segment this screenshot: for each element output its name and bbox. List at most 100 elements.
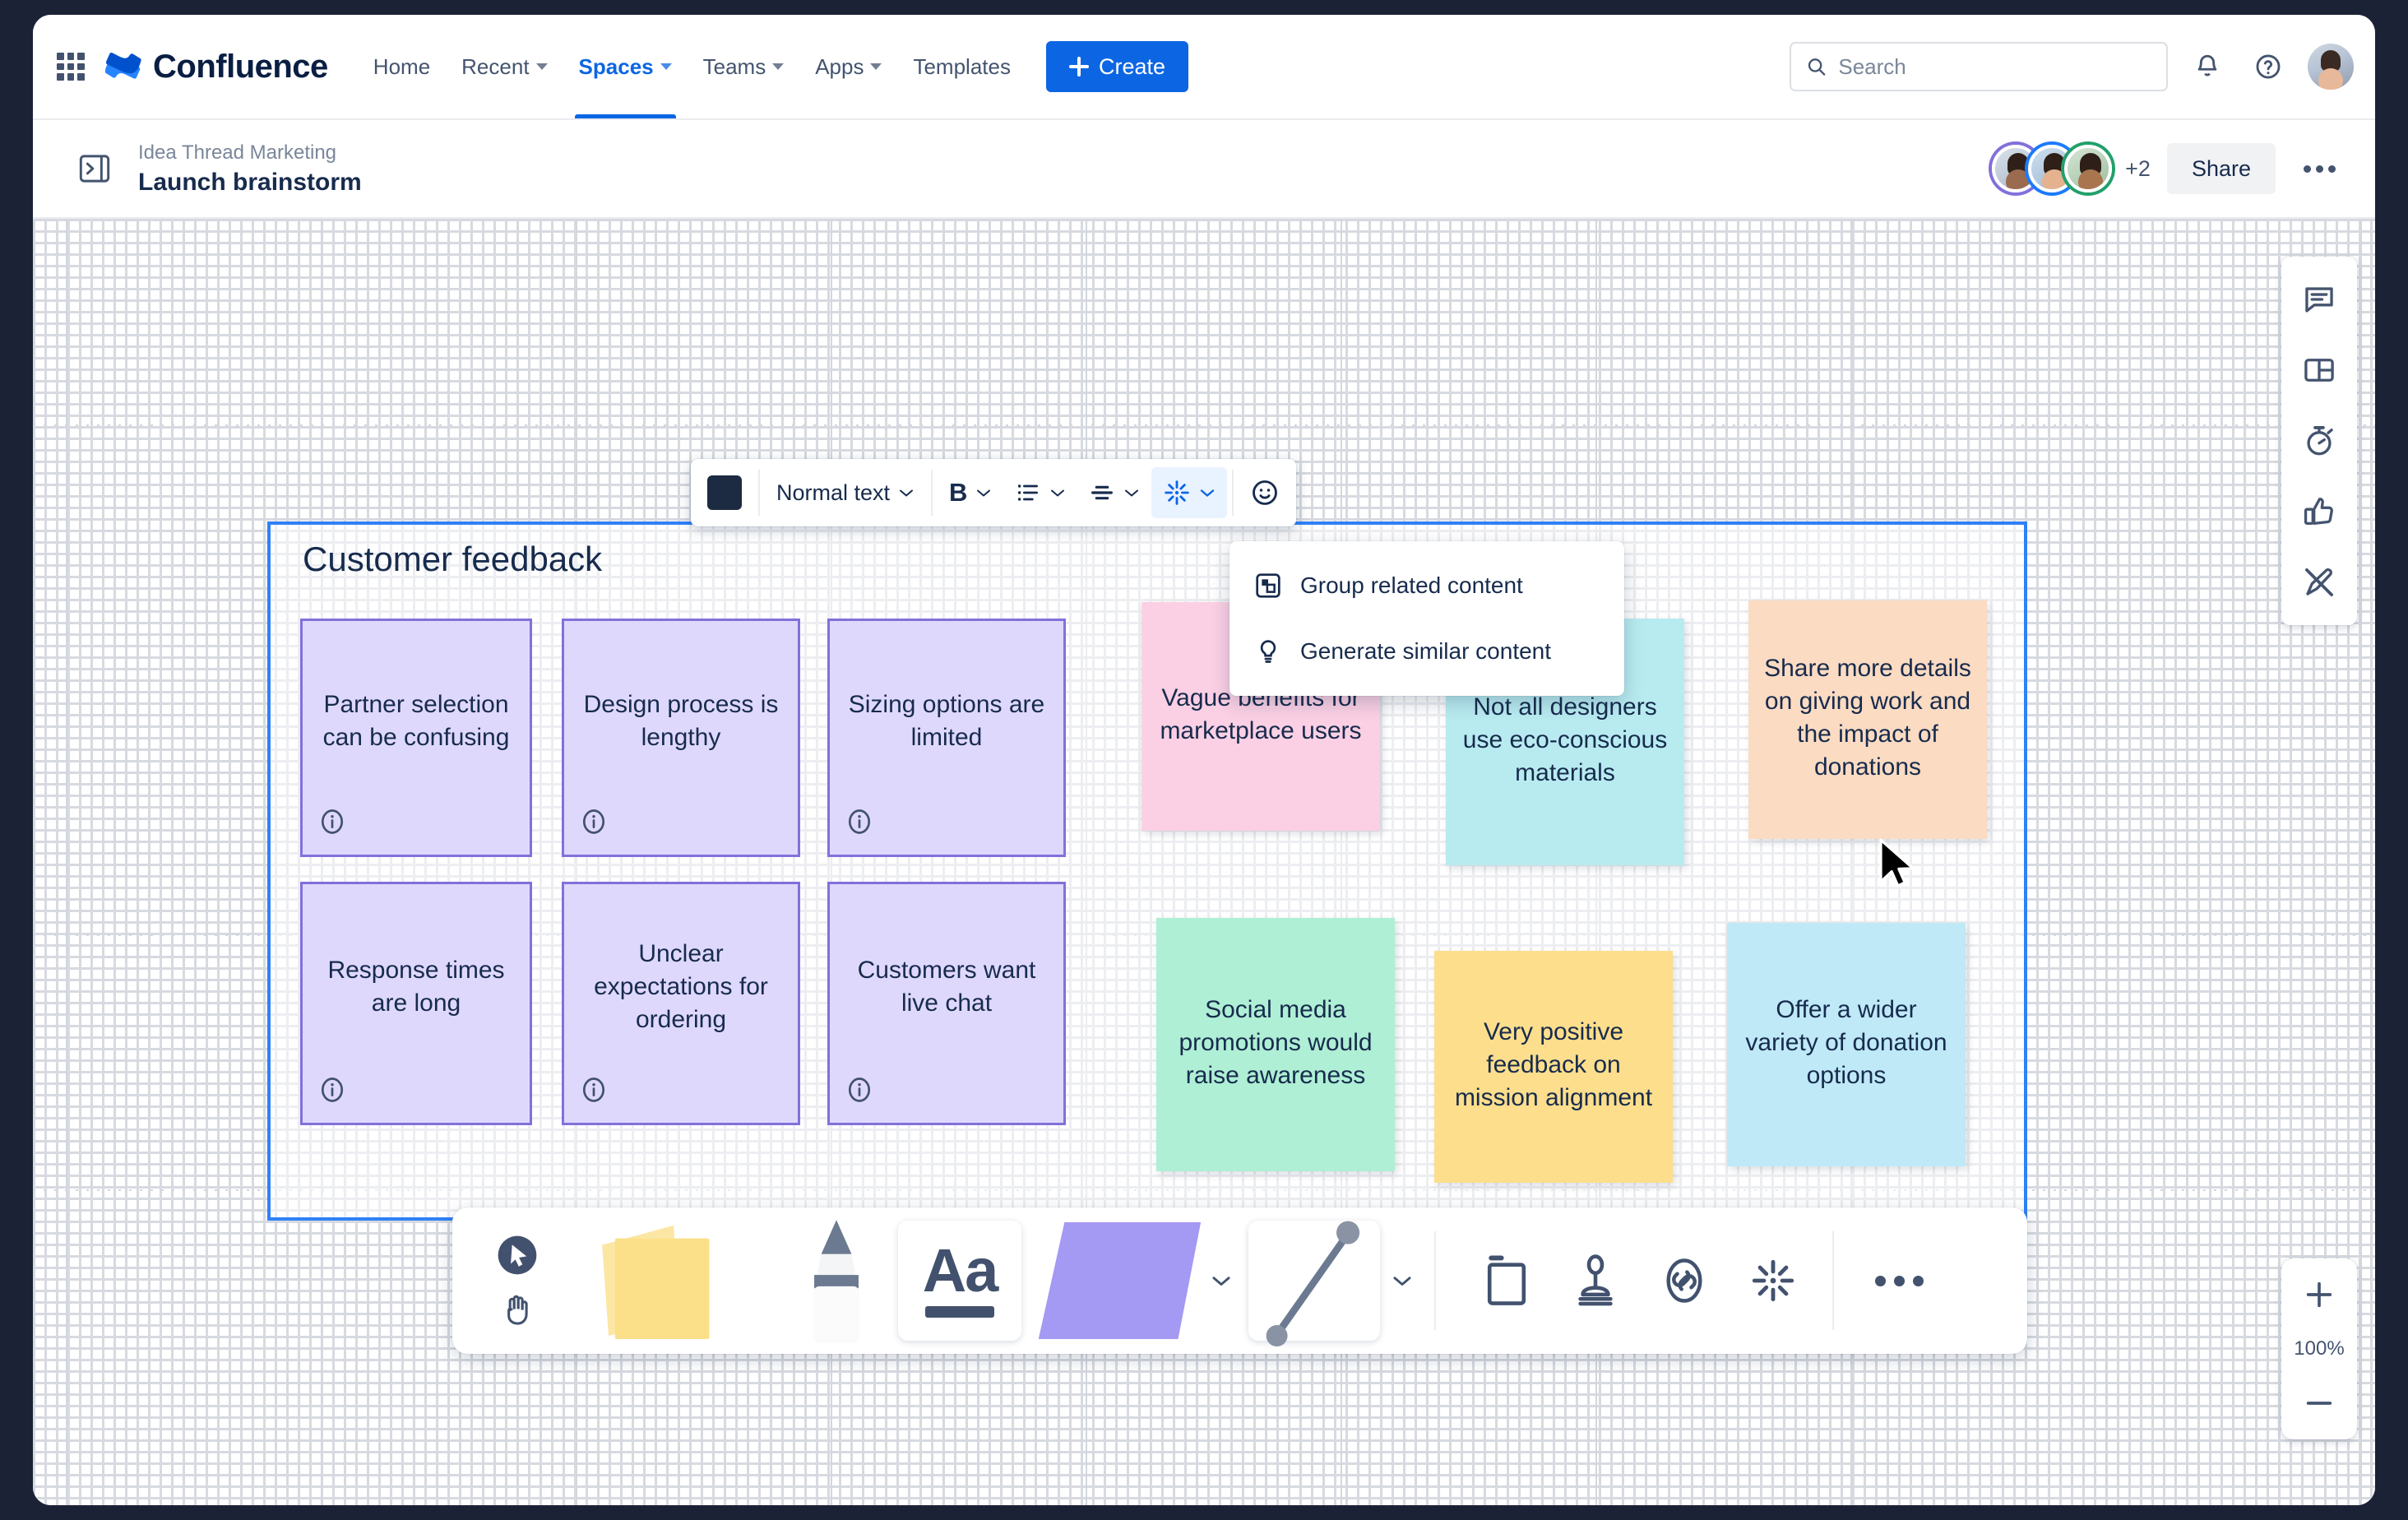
- hand-pan-tool[interactable]: [494, 1287, 540, 1333]
- align-center-icon: [1091, 485, 1114, 500]
- sticky-note[interactable]: Share more details on giving work and th…: [1748, 600, 1987, 839]
- expand-sidebar-icon[interactable]: [79, 155, 110, 183]
- info-icon[interactable]: [845, 1075, 874, 1105]
- frame-title[interactable]: Customer feedback: [303, 540, 603, 578]
- sticky-note-text: Very positive feedback on mission alignm…: [1454, 1018, 1653, 1111]
- hide-drawings-button[interactable]: [2290, 551, 2349, 614]
- nav-item-spaces[interactable]: Spaces: [565, 15, 686, 118]
- sticky-note-text: Customers want live chat: [857, 957, 1036, 1017]
- stamp-tool[interactable]: [1551, 1236, 1640, 1325]
- sticky-note-tool[interactable]: [569, 1221, 775, 1341]
- color-swatch-button[interactable]: [707, 475, 742, 510]
- minus-icon: [2306, 1402, 2332, 1405]
- share-button[interactable]: Share: [2166, 143, 2276, 194]
- text-style-dropdown[interactable]: Normal text: [765, 467, 926, 518]
- ai-sparkle-tool[interactable]: [1729, 1236, 1818, 1325]
- app-switcher-icon[interactable]: [54, 50, 87, 83]
- dock-divider: [1832, 1231, 1834, 1330]
- search-input[interactable]: [1838, 53, 2151, 80]
- line-tool[interactable]: [1248, 1221, 1380, 1346]
- sticky-note-text: Design process is lengthy: [583, 691, 779, 751]
- breadcrumb[interactable]: Idea Thread Marketing: [138, 141, 337, 164]
- link-tool[interactable]: [1640, 1236, 1729, 1325]
- zoom-out-button[interactable]: [2298, 1382, 2341, 1425]
- format-toolbar: Normal text B: [691, 459, 1297, 526]
- list-button[interactable]: [1003, 467, 1077, 518]
- sticky-note[interactable]: Design process is lengthy: [562, 619, 800, 857]
- app-window: Confluence Home Recent Spaces Teams Apps: [33, 15, 2375, 1505]
- parallelogram-shape-icon: [1038, 1221, 1201, 1340]
- sticky-note[interactable]: Customers want live chat: [827, 882, 1066, 1125]
- page-title: Launch brainstorm: [138, 168, 362, 196]
- frame-tool[interactable]: [1462, 1236, 1551, 1325]
- user-avatar[interactable]: [2308, 44, 2354, 90]
- info-icon[interactable]: [317, 807, 347, 836]
- plus-icon: [2306, 1281, 2332, 1308]
- bulleted-list-icon: [1018, 484, 1039, 501]
- chevron-down-icon: [1051, 489, 1065, 497]
- help-button[interactable]: [2247, 45, 2290, 88]
- nav-right-cluster: [1790, 42, 2354, 91]
- nav-label: Teams: [702, 53, 766, 79]
- collaborator-overflow-count[interactable]: +2: [2125, 155, 2151, 181]
- sticky-note-text: Partner selection can be confusing: [322, 691, 510, 751]
- menu-item-group-related-content[interactable]: Group related content: [1229, 553, 1624, 619]
- template-layout-icon: [2304, 359, 2334, 382]
- zoom-in-button[interactable]: [2298, 1273, 2341, 1316]
- nav-item-templates[interactable]: Templates: [899, 15, 1025, 118]
- comment-button[interactable]: [2290, 268, 2349, 331]
- text-tool[interactable]: Aa: [898, 1221, 1021, 1341]
- sticky-note[interactable]: Offer a wider variety of donation option…: [1727, 923, 1966, 1166]
- page-more-options-button[interactable]: [2292, 154, 2347, 184]
- info-icon[interactable]: [845, 807, 874, 836]
- group-content-icon: [1256, 573, 1280, 598]
- info-icon[interactable]: [579, 1075, 609, 1105]
- timer-button[interactable]: [2290, 410, 2349, 472]
- sticky-note[interactable]: Partner selection can be confusing: [300, 619, 532, 857]
- nav-item-apps[interactable]: Apps: [801, 15, 896, 118]
- emoji-button[interactable]: [1239, 467, 1291, 518]
- line-tool-dropdown[interactable]: [1392, 1270, 1413, 1291]
- menu-item-generate-similar-content[interactable]: Generate similar content: [1229, 619, 1624, 684]
- whiteboard-canvas[interactable]: Customer feedback Partner selection can …: [33, 219, 2375, 1505]
- page-header-actions: +2 Share: [1992, 143, 2347, 194]
- create-button[interactable]: Create: [1045, 41, 1189, 92]
- zoom-control: 100%: [2281, 1258, 2357, 1439]
- search-box[interactable]: [1790, 42, 2168, 91]
- more-tools-button[interactable]: [1854, 1236, 1944, 1325]
- sticky-note[interactable]: Very positive feedback on mission alignm…: [1434, 951, 1673, 1183]
- zoom-level-label[interactable]: 100%: [2294, 1337, 2345, 1360]
- bold-button[interactable]: B: [938, 467, 1003, 518]
- nav-label: Apps: [815, 53, 864, 79]
- toolbar-divider: [931, 470, 933, 516]
- chevron-down-icon: [660, 63, 672, 70]
- confluence-logo[interactable]: Confluence: [105, 49, 328, 86]
- pen-tool[interactable]: [775, 1220, 898, 1343]
- notifications-button[interactable]: [2186, 45, 2229, 88]
- nav-item-recent[interactable]: Recent: [447, 15, 561, 118]
- nav-item-teams[interactable]: Teams: [689, 15, 799, 118]
- templates-button[interactable]: [2290, 339, 2349, 401]
- create-button-label: Create: [1098, 53, 1166, 79]
- info-icon[interactable]: [579, 807, 609, 836]
- vote-button[interactable]: [2290, 480, 2349, 543]
- info-icon[interactable]: [317, 1075, 347, 1105]
- sticky-note[interactable]: Sizing options are limited: [827, 619, 1066, 857]
- page-header: Idea Thread Marketing Launch brainstorm …: [33, 120, 2375, 219]
- nav-item-home[interactable]: Home: [359, 15, 444, 118]
- avatar[interactable]: [2064, 145, 2113, 192]
- thumbs-up-icon: [2304, 497, 2333, 526]
- cursor-arrow-icon: [498, 1235, 537, 1275]
- shape-tool[interactable]: [1021, 1221, 1211, 1341]
- nav-label: Home: [373, 53, 431, 79]
- sticky-note-text: Response times are long: [327, 957, 505, 1017]
- shape-tool-dropdown[interactable]: [1211, 1270, 1232, 1291]
- sticky-note[interactable]: Response times are long: [300, 882, 532, 1125]
- ai-sparkle-button[interactable]: [1151, 467, 1228, 518]
- right-tool-rail: [2281, 257, 2357, 625]
- sticky-note[interactable]: Unclear expectations for ordering: [562, 882, 800, 1125]
- select-cursor-tool[interactable]: [490, 1228, 544, 1282]
- sticky-note[interactable]: Social media promotions would raise awar…: [1156, 918, 1395, 1171]
- align-button[interactable]: [1077, 467, 1151, 518]
- lightbulb-icon: [1260, 640, 1276, 663]
